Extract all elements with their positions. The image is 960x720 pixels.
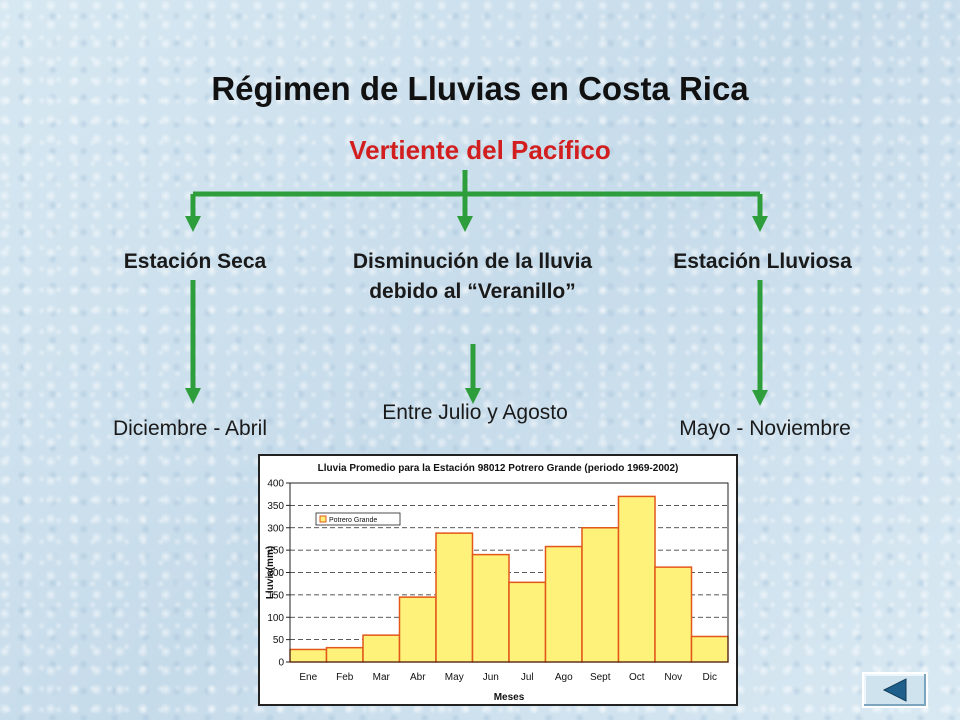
arrowhead-right-bottom [752,390,768,406]
bar-oct [617,495,656,663]
x-tick-label: Sept [590,672,611,683]
legend-swatch [319,515,327,523]
x-tick-label: Abr [410,672,426,683]
branch-heading-veranillo: Disminución de la lluvia debido al “Vera… [352,250,593,303]
y-tick-label: 0 [278,658,284,669]
rainfall-chart: Lluvia Promedio para la Estación 98012 P… [258,454,738,706]
y-tick-label: 250 [267,546,284,557]
bar-mar [362,634,401,663]
x-tick-label: Jun [483,672,499,683]
x-tick-label: Mar [373,672,391,683]
x-tick-label: Dic [703,672,717,683]
y-tick-label: 50 [273,635,285,646]
left-triangle-icon [882,678,907,702]
period-rainy: Mayo - Noviembre [679,417,851,440]
diagram-subtitle: Vertiente del Pacífico [349,135,611,165]
x-axis-label: Meses [494,692,525,703]
bar-jul [508,581,547,663]
rainfall-chart-svg: Lluvia Promedio para la Estación 98012 P… [265,463,729,703]
bar-feb [325,646,364,663]
arrowhead-right-top [752,216,768,232]
bar-dic [690,635,729,663]
chart-title: Lluvia Promedio para la Estación 98012 P… [318,463,679,474]
page-title: Régimen de Lluvias en Costa Rica [211,70,749,107]
x-tick-label: Feb [336,672,354,683]
branch-heading-dry: Estación Seca [123,250,267,273]
x-tick-label: Jul [521,672,534,683]
legend-box [315,512,401,526]
branch-heading-rainy: Estación Lluviosa [673,250,852,273]
period-veranillo: Entre Julio y Agosto [382,401,568,424]
arrowhead-center-top [457,216,473,232]
y-tick-label: 300 [267,523,284,534]
x-tick-label: Nov [664,672,682,683]
x-tick-label: Ago [555,672,573,683]
arrowhead-center-bottom [465,388,481,404]
x-tick-label: May [445,672,464,683]
arrowhead-left-bottom [185,388,201,404]
legend-label: Potrero Grande [329,517,377,524]
arrowhead-left-top [185,216,201,232]
y-tick-label: 150 [267,590,284,601]
bar-ene [289,648,328,663]
bar-ago [544,545,583,663]
y-axis-label: Lluvia(mm) [265,546,276,599]
plot-frame [289,482,729,663]
y-tick-label: 400 [267,479,284,490]
period-dry: Diciembre - Abril [112,417,268,440]
bar-sept [581,527,620,663]
y-tick-label: 200 [267,568,284,579]
y-tick-label: 100 [267,613,284,624]
bar-nov [654,566,693,663]
x-tick-label: Oct [629,672,645,683]
bar-abr [398,596,437,663]
x-tick-label: Ene [299,672,317,683]
back-button[interactable] [862,672,928,708]
y-tick-label: 350 [267,501,284,512]
bar-jun [471,553,510,663]
bar-may [435,532,474,663]
